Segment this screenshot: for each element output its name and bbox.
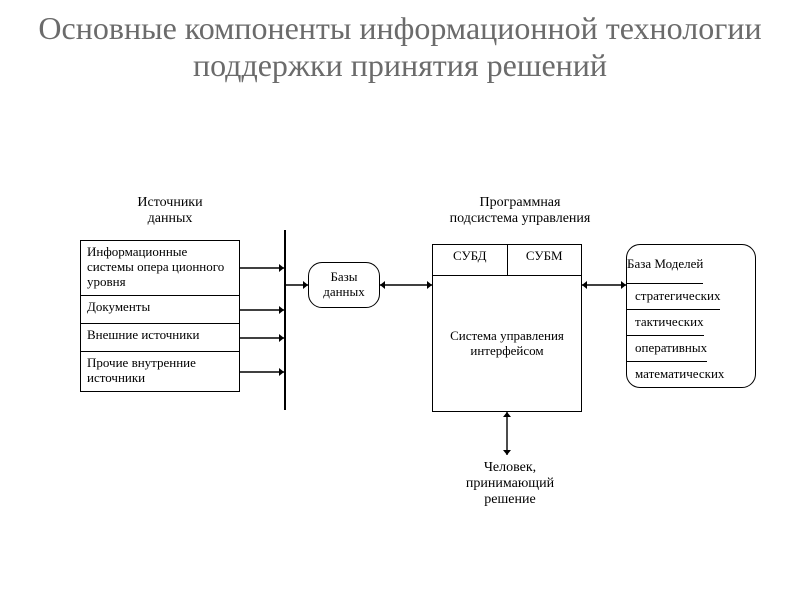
subsystem-header-cell: СУБД [433,245,508,275]
source-item: Информационные системы опера ционного ур… [80,240,240,296]
subsystem-header: СУБДСУБМ [433,245,581,276]
models-item: стратегических [627,284,720,310]
diagram-stage: Основные компоненты информационной техно… [0,0,800,600]
models-item: математических [627,362,724,387]
source-item: Внешние источники [80,324,240,352]
label-sources: Источникиданных [110,195,230,227]
source-item: Документы [80,296,240,324]
subsystem-header-cell: СУБМ [508,245,582,275]
subsystem-box: СУБДСУБМ Система управления интерфейсом [432,244,582,412]
label-human: Человек,принимающийрешение [440,460,580,508]
source-item: Прочие внутренние источники [80,352,240,392]
page-title: Основные компоненты информационной техно… [0,10,800,84]
models-box: База Моделейстратегическихтактическихопе… [626,244,756,388]
vertical-bus-line [284,230,286,410]
db-box: Базы данных [308,262,380,308]
models-item: тактических [627,310,704,336]
models-header: База Моделей [627,245,703,284]
db-box-text: Базы данных [315,270,373,300]
subsystem-body-text: Система управления интерфейсом [439,329,575,359]
label-subsystem: Программнаяподсистема управления [420,195,620,227]
subsystem-body: Система управления интерфейсом [433,276,581,411]
models-item: оперативных [627,336,707,362]
